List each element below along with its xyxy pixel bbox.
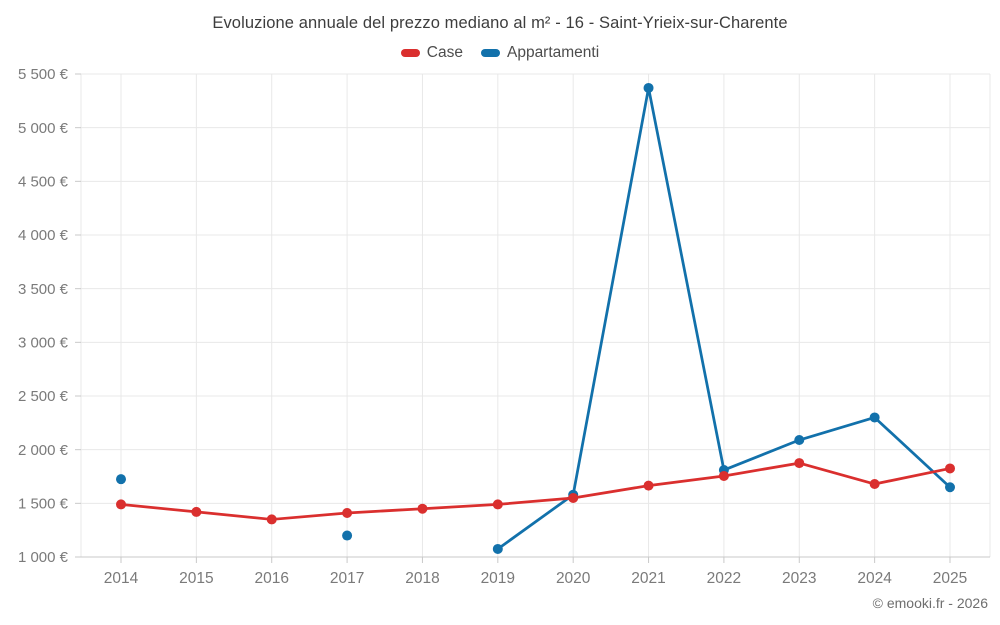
legend-item-case[interactable]: Case: [400, 44, 463, 62]
y-axis-tick-label: 4 500 €: [18, 173, 69, 190]
data-point-case-2022[interactable]: [718, 470, 729, 481]
data-point-case-2014[interactable]: [116, 499, 126, 510]
x-axis-tick-label: 2020: [556, 570, 591, 587]
legend-item-appartamenti[interactable]: Appartamenti: [480, 44, 600, 62]
y-axis-tick-label: 2 000 €: [18, 442, 69, 459]
series-line-case: [119, 503, 198, 514]
data-point-case-2015[interactable]: [191, 506, 202, 517]
series-line-appartamenti: [797, 416, 877, 442]
footer-credit: © emooki.fr - 2026: [872, 595, 988, 611]
data-point-case-2019[interactable]: [492, 499, 503, 510]
series-line-case: [194, 510, 274, 521]
data-point-appartamenti-2025[interactable]: [945, 482, 955, 493]
y-axis-tick-label: 2 500 €: [18, 388, 69, 405]
series-line-appartamenti: [571, 86, 650, 497]
legend-label-case: Case: [426, 44, 463, 61]
y-axis-tick-label: 3 500 €: [18, 281, 69, 298]
appartamenti-series-swatch-icon: [480, 49, 500, 57]
series-line-case: [873, 467, 952, 486]
x-axis-tick-label: 2021: [631, 570, 665, 587]
data-point-case-2025[interactable]: [945, 463, 955, 474]
series-line-case: [722, 461, 801, 478]
series-line-case: [571, 484, 650, 500]
series-line-appartamenti: [647, 86, 726, 472]
x-axis-tick-label: 2014: [104, 570, 139, 587]
series-line-appartamenti: [496, 493, 575, 551]
series-line-case: [345, 507, 424, 515]
series-line-case: [496, 496, 575, 506]
data-point-appartamenti-2017[interactable]: [342, 530, 353, 541]
data-point-appartamenti-2014[interactable]: [116, 474, 126, 485]
series-line-case: [270, 511, 349, 521]
chart-title: Evoluzione annuale del prezzo mediano al…: [212, 14, 788, 32]
data-point-case-2020[interactable]: [568, 492, 579, 503]
x-axis-tick-label: 2018: [405, 570, 439, 587]
data-point-appartamenti-2024[interactable]: [869, 412, 880, 423]
legend-label-appartamenti: Appartamenti: [506, 44, 600, 61]
y-axis-tick-label: 3 000 €: [18, 334, 69, 351]
data-point-appartamenti-2019[interactable]: [492, 543, 503, 554]
x-axis-tick-label: 2024: [857, 570, 892, 587]
x-axis-tick-label: 2015: [179, 570, 213, 587]
x-axis-tick-label: 2023: [782, 570, 816, 587]
series-line-case: [647, 474, 726, 487]
x-axis-tick-label: 2025: [933, 570, 967, 587]
data-point-case-2021[interactable]: [643, 480, 654, 491]
case-series-swatch-icon: [400, 49, 420, 57]
data-point-case-2023[interactable]: [794, 458, 805, 469]
series-line-case: [797, 461, 877, 486]
y-axis-tick-label: 5 000 €: [18, 120, 69, 137]
y-axis-tick-label: 1 500 €: [18, 495, 69, 512]
y-axis-tick-label: 4 000 €: [18, 227, 69, 244]
y-axis-tick-label: 1 000 €: [18, 549, 69, 566]
y-axis-tick-label: 5 500 €: [18, 66, 69, 83]
chart-legend: Case Appartamenti: [0, 44, 1000, 62]
x-axis-tick-label: 2022: [707, 570, 741, 587]
data-point-case-2018[interactable]: [417, 503, 428, 514]
x-axis-tick-label: 2017: [330, 570, 364, 587]
series-line-appartamenti: [722, 438, 801, 472]
series-line-case: [421, 503, 500, 511]
x-axis-tick-label: 2016: [254, 570, 288, 587]
series-line-appartamenti: [873, 416, 952, 489]
x-axis-tick-label: 2019: [481, 570, 515, 587]
data-point-appartamenti-2021[interactable]: [643, 82, 654, 93]
data-point-case-2024[interactable]: [869, 479, 880, 490]
data-point-case-2017[interactable]: [342, 507, 353, 518]
data-point-case-2016[interactable]: [266, 514, 277, 525]
data-point-appartamenti-2023[interactable]: [794, 435, 805, 446]
